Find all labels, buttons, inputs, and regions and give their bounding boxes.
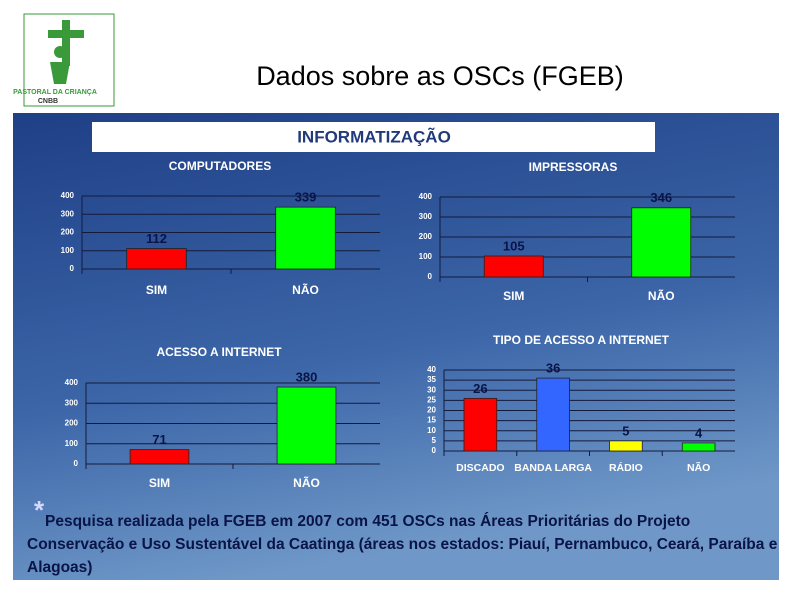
value-label: 4 <box>695 425 703 440</box>
chart-title: IMPRESSORAS <box>529 160 618 174</box>
x-tick-label: SIM <box>503 289 524 303</box>
chart-title: COMPUTADORES <box>169 159 271 173</box>
bar <box>276 386 337 465</box>
bar <box>129 449 190 465</box>
y-tick-label: 25 <box>427 395 436 404</box>
x-tick-label: NÃO <box>292 282 319 297</box>
y-tick-label: 400 <box>419 192 433 201</box>
y-tick-label: 40 <box>427 365 436 374</box>
y-tick-label: 35 <box>427 375 436 384</box>
y-tick-label: 100 <box>61 246 75 255</box>
bar <box>275 206 336 270</box>
y-tick-label: 0 <box>74 459 79 468</box>
y-tick-label: 400 <box>61 191 75 200</box>
value-label: 71 <box>152 432 166 447</box>
slide-title: Dados sobre as OSCs (FGEB) <box>256 61 624 91</box>
footnote: Pesquisa realizada pela FGEB em 2007 com… <box>27 513 778 576</box>
x-tick-label: NÃO <box>293 475 320 490</box>
bar <box>681 442 716 452</box>
bar <box>463 397 498 452</box>
y-tick-label: 200 <box>61 228 75 237</box>
heading-banner <box>92 122 655 152</box>
footnote-marker: * <box>34 495 45 525</box>
x-tick-label: SIM <box>146 283 167 297</box>
x-tick-label: DISCADO <box>456 462 504 474</box>
logo-figure <box>50 62 70 84</box>
y-tick-label: 0 <box>428 272 433 281</box>
value-label: 112 <box>146 231 167 246</box>
panel <box>13 113 779 580</box>
logo-cross <box>48 30 84 38</box>
y-tick-label: 100 <box>419 252 433 261</box>
y-tick-label: 10 <box>427 426 436 435</box>
chart-title: ACESSO A INTERNET <box>156 345 282 359</box>
chart-title: TIPO DE ACESSO A INTERNET <box>493 333 670 347</box>
x-tick-label: SIM <box>149 476 170 490</box>
y-tick-label: 300 <box>65 398 79 407</box>
value-label: 346 <box>650 190 672 205</box>
bar <box>631 207 692 278</box>
y-tick-label: 400 <box>65 378 79 387</box>
y-tick-label: 200 <box>65 419 79 428</box>
x-tick-label: NÃO <box>648 288 675 303</box>
y-tick-label: 300 <box>61 209 75 218</box>
x-tick-label: NÃO <box>687 461 710 474</box>
y-tick-label: 15 <box>427 416 436 425</box>
y-tick-label: 300 <box>419 212 433 221</box>
y-tick-label: 20 <box>427 406 436 415</box>
value-label: 380 <box>296 369 318 384</box>
bar <box>609 440 643 452</box>
bar <box>126 248 187 270</box>
y-tick-label: 200 <box>419 232 433 241</box>
value-label: 5 <box>622 423 629 438</box>
value-label: 105 <box>503 238 525 253</box>
logo-cross <box>62 20 70 66</box>
y-tick-label: 0 <box>432 446 437 455</box>
logo: PASTORAL DA CRIANÇA CNBB <box>13 13 115 107</box>
bar <box>536 377 570 452</box>
heading: INFORMATIZAÇÃO <box>297 126 451 146</box>
value-label: 339 <box>295 190 317 205</box>
logo-org: CNBB <box>38 98 58 105</box>
value-label: 26 <box>473 381 487 396</box>
x-tick-label: RÁDIO <box>609 461 643 474</box>
y-tick-label: 30 <box>427 385 436 394</box>
x-tick-label: BANDA LARGA <box>514 462 592 474</box>
value-label: 36 <box>546 361 560 376</box>
y-tick-label: 5 <box>432 436 437 445</box>
logo-name: PASTORAL DA CRIANÇA <box>13 89 97 96</box>
y-tick-label: 100 <box>65 439 79 448</box>
y-tick-label: 0 <box>70 264 75 273</box>
bar <box>483 255 544 278</box>
logo-figure <box>54 46 66 58</box>
